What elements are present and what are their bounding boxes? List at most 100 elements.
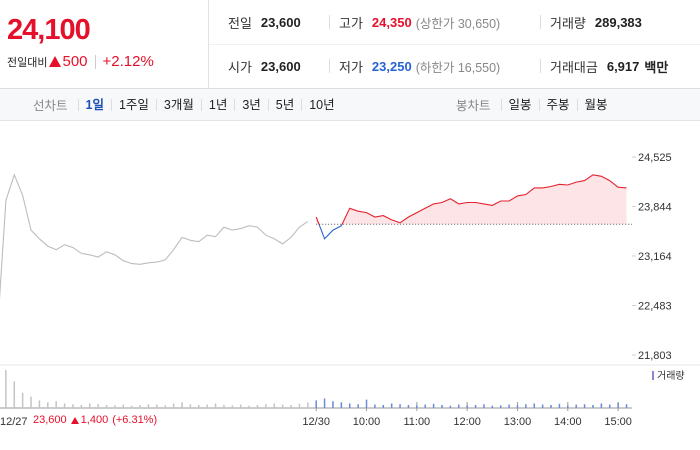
stat-cell: 시가 23,600 [209, 44, 329, 88]
volume-bar [55, 401, 57, 408]
prev-change: 1,400 [80, 414, 109, 426]
stat-cell: 고가 24,350 (상한가 30,650) [329, 0, 540, 44]
period-tab[interactable]: 1주일 [110, 98, 156, 111]
volume-bar [491, 405, 494, 408]
volume-bar [357, 404, 359, 408]
volume-bar [298, 403, 301, 408]
volume-bar [307, 402, 309, 408]
stat-cell: 저가 23,250 (하한가 16,550) [329, 44, 540, 88]
volume-bar [592, 404, 594, 408]
volume-bar [13, 381, 16, 408]
volume-bar [382, 404, 385, 408]
legend-label: 거래량 [657, 370, 685, 382]
x-tick-label: 12/30 [302, 416, 330, 428]
volume-bar [172, 403, 175, 408]
volume-bar [189, 404, 192, 408]
change-amount: 500 [62, 53, 88, 70]
x-tick-label: 15:00 [604, 416, 632, 428]
price-line [0, 173, 309, 300]
candle-tab[interactable]: 일봉 [500, 98, 539, 111]
period-tab[interactable]: 1년 [200, 98, 234, 111]
period-tab[interactable]: 3개월 [155, 98, 201, 111]
change-rate: +2.12% [102, 53, 154, 70]
area [316, 174, 627, 225]
stats-row: 시가 23,600 저가 23,250 (하한가 16,550) 거래대금 6,917 백만 [209, 44, 700, 88]
volume-bar [265, 404, 267, 408]
volume-bar [315, 400, 317, 408]
y-tick-label: 24,525 [638, 152, 672, 164]
volume-bar [97, 404, 99, 408]
volume-bar [625, 404, 628, 408]
volume-bar [458, 404, 460, 408]
up-icon [49, 56, 62, 67]
chart: 24,525 23,844 23,164 22,483 21,803 12/27 12/30… [0, 152, 700, 428]
candle-tab[interactable]: 주봉 [538, 98, 577, 111]
stat-label: 전일 [228, 15, 252, 31]
volume-bar [88, 403, 91, 408]
stat-label: 고가 [339, 15, 363, 31]
stat-label: 거래량 [550, 15, 586, 31]
stat-note: (상한가 30,650) [415, 16, 501, 31]
volume-bar [399, 404, 401, 408]
tab-group-label: 선차트 [33, 99, 68, 113]
stat-value: 6,917 [606, 58, 640, 74]
prev-summary: 23,600 1,400 (+6.31%) [33, 414, 157, 426]
stat-value: 289,383 [594, 14, 642, 30]
up-icon [70, 416, 79, 424]
period-tab[interactable]: 1일 [77, 98, 111, 111]
volume-bar [583, 404, 586, 408]
volume-bar [156, 404, 158, 408]
volume-bar [558, 403, 561, 408]
period-tab[interactable]: 5년 [267, 98, 301, 111]
volume-bar [273, 403, 276, 408]
volume-bar [424, 404, 426, 408]
volume-bar [474, 404, 477, 408]
volume-bar [72, 404, 74, 408]
volume-bar [214, 403, 217, 408]
volume-bar [130, 405, 133, 408]
stat-label: 거래대금 [550, 59, 598, 75]
volume-bar [164, 405, 166, 408]
volume-bar [281, 404, 284, 408]
volume-bar [499, 405, 502, 408]
current-price: 24,100 [7, 14, 91, 46]
volume-bar [147, 404, 150, 408]
stat-cell: 거래대금 6,917 백만 [540, 44, 700, 88]
y-tick-label: 21,803 [638, 350, 672, 362]
legend-swatch [652, 371, 654, 380]
volume-bar [340, 402, 343, 408]
period-tab[interactable]: 10년 [301, 98, 341, 111]
volume-bar [206, 404, 208, 408]
volume-bar [80, 404, 83, 408]
y-tick-label: 23,164 [638, 251, 672, 263]
stats-table: 전일 23,600 고가 24,350 (상한가 30,650) 거래량 289,383 시가… [209, 0, 700, 88]
volume-bar [432, 403, 435, 408]
candle-tabs: 봉차트 일봉 주봉 월봉 [456, 89, 615, 120]
candle-tab[interactable]: 월봉 [576, 98, 615, 111]
x-tick-label: 12/27 [0, 416, 28, 428]
stat-cell: 거래량 289,383 [540, 0, 700, 44]
volume-bar [541, 404, 544, 408]
volume-bar [21, 392, 24, 408]
stat-label: 시가 [228, 59, 252, 75]
volume-bar [231, 405, 234, 408]
stat-cell: 전일 23,600 [209, 0, 329, 44]
volume-bar [365, 399, 368, 408]
volume-bar [114, 405, 116, 408]
volume-bar [63, 403, 66, 408]
volume-bar [239, 404, 242, 408]
prev-close: 23,600 [33, 414, 67, 426]
stats-row: 전일 23,600 고가 24,350 (상한가 30,650) 거래량 289,383 [209, 0, 700, 45]
volume-bar [5, 370, 7, 408]
volume-bar [600, 403, 603, 408]
volume-bar [525, 404, 527, 408]
volume-bar [550, 404, 552, 408]
volume-bar [608, 404, 611, 408]
volume-bar [290, 404, 292, 408]
volume-bar [223, 404, 225, 408]
volume-bar [198, 404, 200, 408]
period-tab[interactable]: 3년 [234, 98, 267, 111]
x-tick-label: 14:00 [554, 416, 582, 428]
volume-bar [407, 404, 410, 408]
change-line: 전일대비 500 +2.12% [7, 53, 154, 70]
